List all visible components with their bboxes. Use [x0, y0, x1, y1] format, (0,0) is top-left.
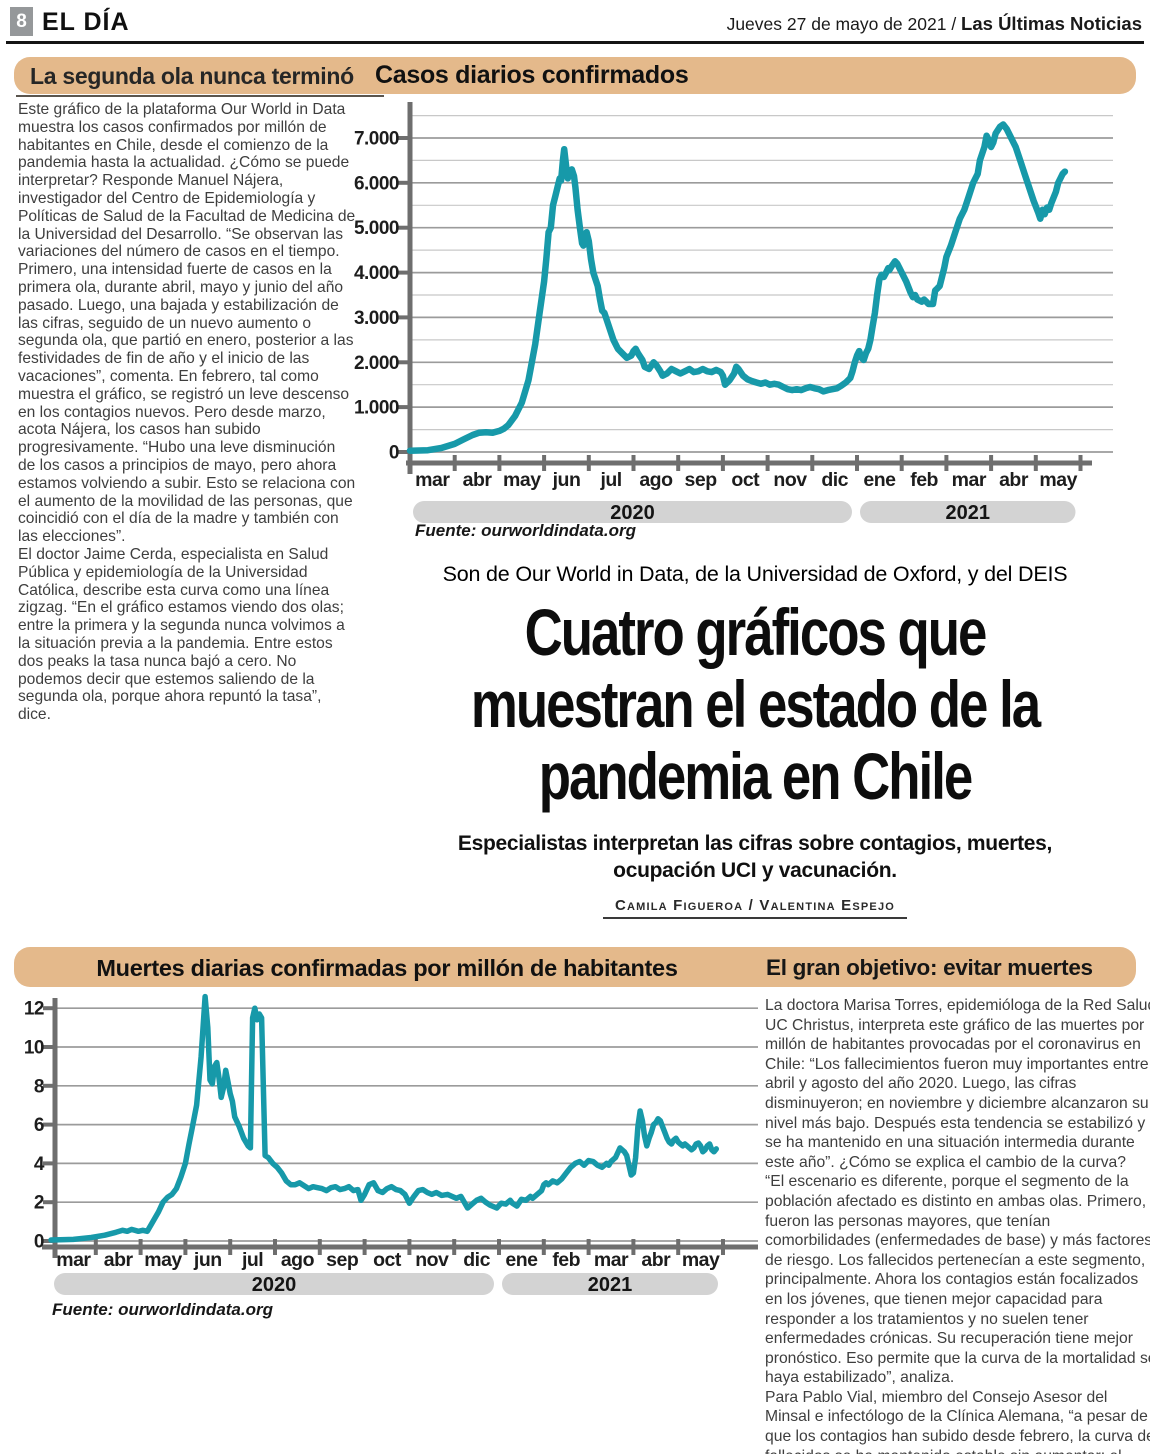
month-label: may — [503, 469, 541, 491]
y-tick-label: 0 — [34, 1232, 44, 1253]
year-band-label: 2021 — [588, 1274, 633, 1296]
main-headline-line: pandemia en Chile — [538, 739, 974, 813]
month-label: ago — [639, 469, 673, 491]
y-tick-label: 5.000 — [354, 218, 399, 239]
main-headline-line: Cuatro gráficos que — [524, 595, 988, 669]
subhead-line: ocupación UCI y vacunación. — [613, 859, 897, 882]
main-headline-line: muestran el estado de la — [470, 667, 1041, 741]
y-tick-label: 2.000 — [354, 353, 399, 374]
year-band — [502, 1273, 718, 1295]
byline: Camila Figueroa / Valentina Espejo — [602, 897, 908, 919]
daily-cases-chart-source: Fuente: ourworldindata.org — [415, 521, 636, 540]
subhead-line: Especialistas interpretan las cifras sob… — [457, 832, 1053, 855]
kicker-underline — [16, 95, 384, 97]
month-label: oct — [731, 469, 760, 491]
month-label: mar — [56, 1249, 91, 1271]
daily-cases-chart-title: Casos diarios confirmados — [375, 61, 689, 89]
right-article-paragraph: La doctora Marisa Torres, epidemióloga d… — [765, 997, 1150, 1171]
data-line — [406, 121, 1069, 454]
y-tick-label: 12 — [24, 999, 44, 1020]
header-publication: Las Últimas Noticias — [961, 13, 1142, 34]
daily-cases-chart: 0 1.000 2.000 3.000 4.000 5.000 6.000 7.000 mar a… — [350, 98, 1150, 528]
right-article-title: El gran objetivo: evitar muertes — [766, 955, 1093, 980]
header-rule — [6, 41, 1144, 44]
month-label: jun — [552, 469, 581, 491]
month-label: mar — [952, 469, 987, 491]
header-dateline: Jueves 27 de mayo de 2021 / Las Últimas … — [727, 13, 1142, 35]
left-article-paragraph: Este gráfico de la plataforma Our World … — [18, 101, 356, 546]
month-label: mar — [594, 1249, 629, 1271]
byline-wrap: Camila Figueroa / Valentina Espejo — [360, 897, 1150, 919]
y-tick-label: 3.000 — [354, 308, 399, 329]
month-label: sep — [326, 1249, 359, 1271]
month-label: feb — [552, 1249, 580, 1271]
right-article-paragraph: “El escenario es diferente, porque el se… — [765, 1173, 1150, 1387]
newspaper-brand: EL DÍA — [42, 8, 130, 36]
month-label: ene — [505, 1249, 538, 1271]
month-label: jul — [599, 469, 621, 491]
deck-line: Son de Our World in Data, de la Universi… — [442, 562, 1068, 586]
month-label: may — [1039, 469, 1077, 491]
y-tick-label: 1.000 — [354, 398, 399, 419]
y-tick-label: 2 — [34, 1193, 44, 1214]
data-line — [48, 993, 720, 1243]
left-article-paragraph: El doctor Jaime Cerda, especialista en S… — [18, 545, 345, 724]
month-label: abr — [104, 1249, 134, 1271]
top-banner — [14, 57, 1136, 94]
y-tick-label: 10 — [24, 1038, 44, 1059]
right-article-paragraph: Para Pablo Vial, miembro del Consejo Ase… — [765, 1388, 1150, 1454]
month-label: dic — [821, 469, 848, 491]
right-article: La doctora Marisa Torres, epidemióloga d… — [765, 996, 1150, 1454]
month-label: jul — [241, 1249, 263, 1271]
month-label: ene — [863, 469, 896, 491]
y-tick-label: 0 — [389, 443, 399, 464]
month-label: oct — [373, 1249, 402, 1271]
main-headline: Cuatro gráficos que muestran el estado d… — [360, 596, 1150, 812]
month-label: abr — [999, 469, 1029, 491]
year-band-label: 2021 — [946, 502, 991, 524]
month-label: mar — [415, 469, 450, 491]
year-band — [413, 501, 852, 523]
month-label: nov — [773, 469, 807, 491]
year-band-label: 2020 — [252, 1274, 297, 1296]
month-label: ago — [281, 1249, 315, 1271]
month-label: nov — [415, 1249, 449, 1271]
month-label: sep — [685, 469, 718, 491]
y-tick-label: 6.000 — [354, 173, 399, 194]
daily-deaths-chart: 0 2 4 6 8 10 12 mar abr may jun jul ago sep oct nov dic e… — [10, 986, 770, 1302]
month-label: may — [682, 1249, 720, 1271]
header-date: Jueves 27 de mayo de 2021 / — [726, 14, 962, 34]
month-label: jun — [193, 1249, 222, 1271]
daily-deaths-chart-source: Fuente: ourworldindata.org — [52, 1300, 273, 1319]
y-tick-label: 8 — [34, 1076, 44, 1097]
y-tick-label: 4 — [34, 1154, 45, 1175]
y-tick-label: 4.000 — [354, 263, 399, 284]
month-label: may — [144, 1249, 182, 1271]
bottom-banner — [14, 947, 1136, 987]
year-band — [860, 501, 1076, 523]
kicker-headline: La segunda ola nunca terminó — [30, 63, 354, 89]
page-number: 8 — [10, 7, 33, 36]
y-tick-label: 7.000 — [354, 129, 399, 150]
month-label: abr — [641, 1249, 671, 1271]
month-label: dic — [463, 1249, 490, 1271]
year-band — [54, 1273, 494, 1295]
month-label: feb — [910, 469, 938, 491]
y-tick-label: 6 — [34, 1115, 44, 1136]
left-article: Este gráfico de la plataforma Our World … — [18, 101, 356, 724]
daily-deaths-chart-title: Muertes diarias confirmadas por millón d… — [96, 955, 678, 981]
month-label: abr — [463, 469, 493, 491]
subhead: Especialistas interpretan las cifras sob… — [360, 830, 1150, 884]
year-band-label: 2020 — [610, 502, 655, 524]
